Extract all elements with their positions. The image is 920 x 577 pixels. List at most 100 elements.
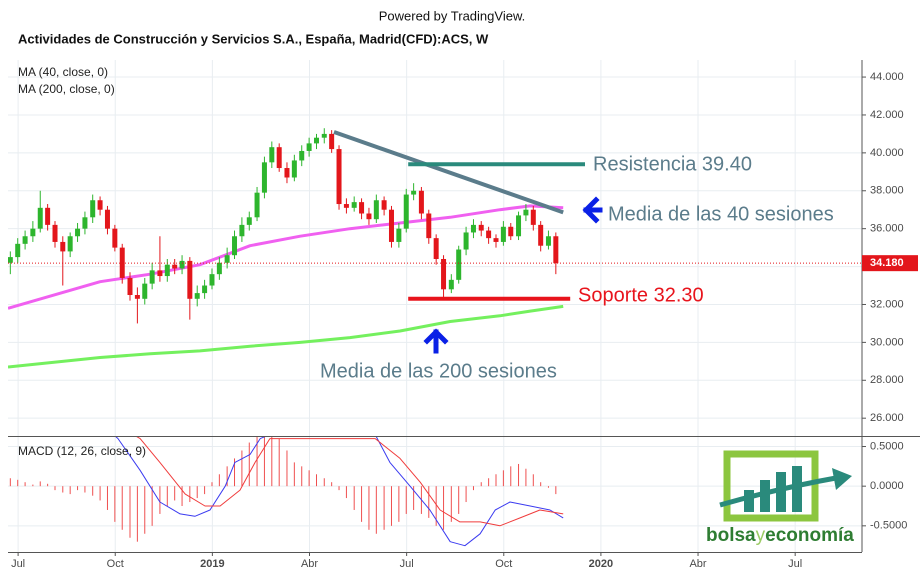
candle-body <box>45 207 51 225</box>
candle-body <box>470 224 476 233</box>
candle-body <box>516 215 522 237</box>
candle-body <box>373 200 379 220</box>
candle-body <box>104 209 110 229</box>
candle-body <box>254 192 260 218</box>
candle-body <box>164 264 170 277</box>
candle-body <box>75 228 81 237</box>
annotation: Resistencia 39.40 <box>593 153 752 175</box>
candle-body <box>313 137 319 144</box>
arrow-up <box>423 328 449 354</box>
candle-body <box>261 162 267 193</box>
powered-by: Powered by TradingView. <box>379 8 525 23</box>
macd-line <box>115 437 564 547</box>
candle-body <box>142 283 148 299</box>
candle-body <box>456 249 462 280</box>
candle-body <box>97 200 103 210</box>
candle-body <box>500 226 506 242</box>
logo-arrowhead <box>832 468 852 490</box>
candle-body <box>545 236 551 246</box>
logo-text: bolsayeconomía <box>706 525 854 546</box>
candle-body <box>112 228 118 248</box>
candle-body <box>321 133 327 138</box>
moving-average <box>8 304 564 369</box>
y-tick-label: 40.000 <box>870 147 904 159</box>
candle-body <box>202 285 208 294</box>
candle-body <box>52 224 58 242</box>
annotation: Soporte 32.30 <box>578 284 704 306</box>
y-tick-label: 38.000 <box>870 185 904 197</box>
candle-body <box>8 257 13 263</box>
candle-body <box>306 143 312 151</box>
candle-body <box>336 149 342 205</box>
x-tick-label: Abr <box>689 558 706 570</box>
candle-body <box>134 295 140 299</box>
chart-title: Actividades de Construcción y Servicios … <box>18 31 489 46</box>
candle-body <box>411 190 417 195</box>
candle-body <box>329 133 335 150</box>
candle-body <box>478 224 484 231</box>
candle-body <box>194 293 200 299</box>
candle-body <box>82 217 88 229</box>
annotation: Media de las 40 sesiones <box>608 203 834 225</box>
axes: 26.00028.00030.00032.00034.00036.00038.0… <box>8 60 920 570</box>
candle-body <box>179 260 185 269</box>
y-tick-label: 26.000 <box>870 412 904 424</box>
logo-arrow <box>719 475 837 508</box>
x-tick-label: Oct <box>107 558 124 570</box>
x-tick-label: Oct <box>495 558 512 570</box>
candle-body <box>224 255 230 263</box>
logo-bar <box>744 490 754 512</box>
y-tick-label: 0.0000 <box>870 480 904 492</box>
grid <box>8 60 862 552</box>
candle-body <box>448 279 454 290</box>
candle-body <box>486 230 492 239</box>
candle-body <box>60 241 66 252</box>
candle-body <box>523 209 529 216</box>
y-tick-label: -0.5000 <box>870 520 907 532</box>
candle-body <box>433 238 439 259</box>
candle-body <box>149 270 155 284</box>
candle-body <box>37 207 43 229</box>
candle-body <box>67 236 73 252</box>
candle-body <box>157 270 163 277</box>
candle-body <box>418 190 424 214</box>
x-tick-label: 2020 <box>589 558 613 570</box>
x-tick-label: Jul <box>11 558 25 570</box>
candle-body <box>426 213 432 239</box>
macd-line <box>136 437 564 527</box>
candle-body <box>351 202 357 208</box>
x-tick-label: Jul <box>788 558 802 570</box>
candle-body <box>343 204 349 208</box>
candle-body <box>403 194 409 229</box>
candle-body <box>269 147 275 163</box>
candle-body <box>299 150 305 161</box>
candle-body <box>172 264 178 269</box>
candle-body <box>530 209 536 225</box>
moving-average <box>8 204 564 310</box>
candle-body <box>284 168 290 178</box>
candle-body <box>30 228 36 237</box>
drawn-line <box>333 130 564 215</box>
candle-body <box>15 243 21 258</box>
candle-body <box>441 258 447 290</box>
macd-panel <box>9 437 564 547</box>
logo-frame <box>723 450 819 522</box>
candle-body <box>396 228 402 242</box>
candle-body <box>239 224 245 237</box>
logo-bar <box>792 466 802 512</box>
logo-part: economía <box>765 525 854 546</box>
candle-body <box>90 200 96 218</box>
y-tick-label: 32.000 <box>870 298 904 310</box>
x-tick-label: Abr <box>301 558 318 570</box>
legend-ma40: MA (40, close, 0) <box>18 65 108 79</box>
logo-part: bolsa <box>706 525 756 546</box>
candle-body <box>359 202 365 214</box>
candle-body <box>216 262 222 275</box>
last-price-label: 34.180 <box>870 257 904 269</box>
candle-body <box>209 274 215 286</box>
x-tick-label: 2019 <box>200 558 224 570</box>
y-tick-label: 42.000 <box>870 109 904 121</box>
annotation: Media de las 200 sesiones <box>320 360 557 382</box>
